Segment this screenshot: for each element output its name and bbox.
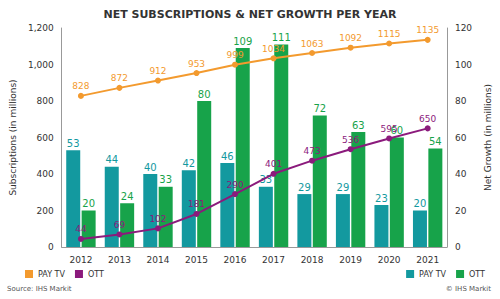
svg-text:2015: 2015	[185, 255, 208, 265]
svg-text:PAY TV: PAY TV	[38, 270, 65, 279]
svg-text:69: 69	[114, 220, 126, 230]
svg-text:29: 29	[298, 182, 311, 193]
svg-text:401: 401	[265, 159, 282, 169]
svg-text:42: 42	[182, 158, 195, 169]
svg-text:44: 44	[75, 224, 87, 234]
svg-text:Source: IHS Markit: Source: IHS Markit	[7, 285, 72, 293]
svg-text:1092: 1092	[339, 33, 362, 43]
svg-text:54: 54	[429, 136, 442, 147]
svg-text:1135: 1135	[416, 25, 439, 35]
svg-text:912: 912	[149, 66, 166, 76]
svg-text:2017: 2017	[262, 255, 285, 265]
svg-text:595: 595	[381, 124, 398, 134]
svg-text:40: 40	[455, 169, 467, 179]
svg-text:600: 600	[36, 133, 53, 143]
svg-text:2014: 2014	[147, 255, 170, 265]
svg-text:© IHS Markit: © IHS Markit	[446, 285, 491, 293]
svg-text:999: 999	[226, 50, 243, 60]
svg-text:33: 33	[259, 174, 273, 186]
svg-text:872: 872	[111, 73, 128, 83]
svg-text:1063: 1063	[301, 39, 324, 49]
svg-text:200: 200	[36, 206, 53, 216]
svg-text:53: 53	[67, 138, 80, 149]
svg-text:536: 536	[342, 135, 359, 145]
svg-text:2012: 2012	[69, 255, 92, 265]
svg-text:OTT: OTT	[88, 270, 104, 279]
svg-text:800: 800	[36, 96, 53, 106]
svg-text:109: 109	[233, 36, 252, 47]
svg-text:20: 20	[455, 206, 467, 216]
svg-text:NET SUBSCRIPTIONS & NET GROWTH: NET SUBSCRIPTIONS & NET GROWTH PER YEAR	[103, 8, 397, 21]
svg-text:828: 828	[72, 81, 89, 91]
svg-text:2021: 2021	[416, 255, 439, 265]
svg-text:29: 29	[337, 182, 350, 193]
svg-text:PAY TV: PAY TV	[419, 270, 446, 279]
svg-text:2020: 2020	[378, 255, 401, 265]
svg-text:60: 60	[455, 133, 467, 143]
svg-text:23: 23	[375, 193, 388, 204]
svg-text:2018: 2018	[301, 255, 324, 265]
svg-text:2019: 2019	[339, 255, 362, 265]
svg-text:1034: 1034	[262, 44, 285, 54]
svg-text:1,000: 1,000	[28, 60, 54, 70]
svg-text:2013: 2013	[108, 255, 131, 265]
svg-text:80: 80	[198, 89, 211, 100]
svg-text:2016: 2016	[224, 255, 247, 265]
svg-text:953: 953	[188, 59, 205, 69]
svg-text:24: 24	[121, 191, 134, 202]
svg-text:63: 63	[352, 120, 365, 131]
svg-text:40: 40	[144, 162, 157, 173]
svg-text:72: 72	[313, 103, 326, 114]
svg-text:0: 0	[48, 242, 54, 252]
svg-text:100: 100	[455, 60, 472, 70]
svg-text:473: 473	[303, 146, 320, 156]
svg-text:0: 0	[455, 242, 461, 252]
svg-text:102: 102	[149, 214, 166, 224]
svg-text:111: 111	[272, 32, 291, 43]
svg-text:OTT: OTT	[469, 270, 485, 279]
svg-text:33: 33	[159, 174, 172, 185]
svg-text:181: 181	[188, 199, 205, 209]
svg-text:1,200: 1,200	[28, 23, 54, 33]
svg-text:20: 20	[82, 198, 95, 209]
svg-text:650: 650	[419, 114, 436, 124]
svg-text:120: 120	[455, 23, 472, 33]
svg-text:Net Growth (in millions): Net Growth (in millions)	[483, 84, 493, 191]
svg-text:80: 80	[455, 96, 467, 106]
svg-text:290: 290	[226, 180, 243, 190]
svg-text:44: 44	[105, 154, 118, 165]
svg-text:20: 20	[414, 198, 427, 209]
svg-text:46: 46	[221, 151, 234, 162]
svg-text:400: 400	[36, 169, 53, 179]
svg-text:1115: 1115	[378, 29, 401, 39]
svg-text:Subscriptions (in millions): Subscriptions (in millions)	[8, 79, 18, 195]
